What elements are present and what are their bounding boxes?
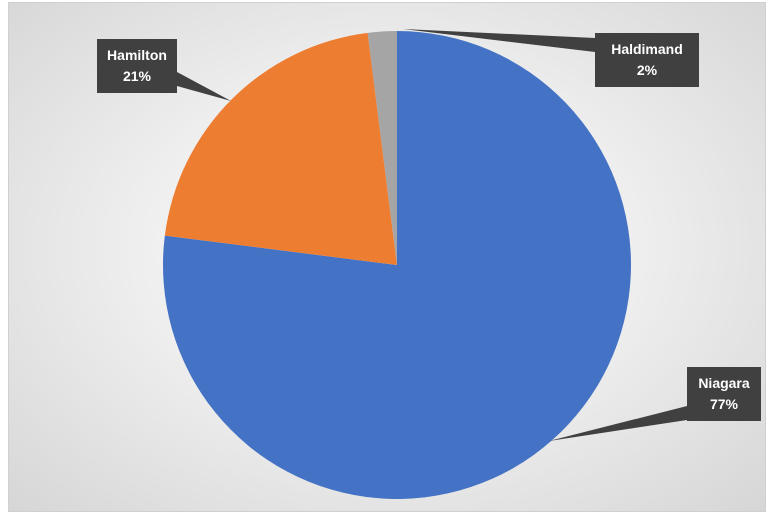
chart-area: Niagara 77% Hamilton 21% Haldimand 2% [8, 2, 766, 512]
callout-pointer [177, 72, 231, 101]
callout-box [687, 367, 761, 421]
data-label-niagara: Niagara 77% [549, 367, 761, 441]
pie-slice-haldimand [367, 31, 397, 265]
pie-chart: Niagara 77% Hamilton 21% Haldimand 2% [97, 29, 761, 499]
slice-name-label: Haldimand [611, 41, 683, 57]
callout-box [97, 39, 177, 93]
slice-percent-label: 77% [710, 396, 739, 412]
pie-slice-hamilton [164, 32, 397, 266]
pie-slices [162, 31, 632, 499]
callout-box [595, 33, 699, 87]
slice-name-label: Hamilton [107, 47, 167, 63]
slice-percent-label: 21% [123, 68, 152, 84]
slice-percent-label: 2% [637, 62, 658, 78]
callout-pointer [403, 29, 595, 52]
callout-pointer [549, 406, 687, 441]
data-label-hamilton: Hamilton 21% [97, 39, 231, 101]
data-label-haldimand: Haldimand 2% [403, 29, 699, 87]
pie-callouts: Niagara 77% Hamilton 21% Haldimand 2% [97, 29, 761, 441]
slice-name-label: Niagara [698, 375, 750, 391]
